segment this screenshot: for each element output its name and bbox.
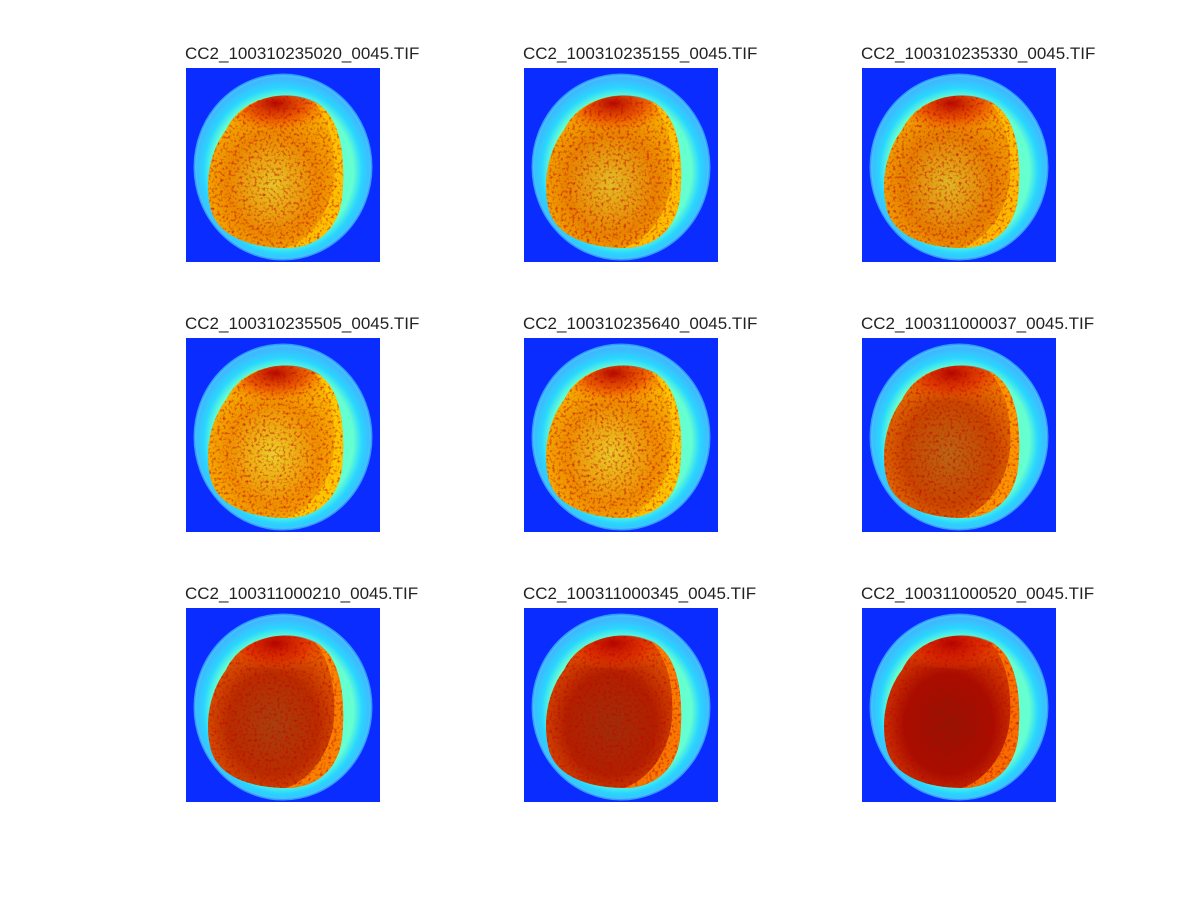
panel-title: CC2_100310235640_0045.TIF	[523, 314, 758, 333]
droplet-svg	[524, 608, 718, 802]
colormap-image	[862, 68, 1056, 262]
panel-title: CC2_100311000210_0045.TIF	[185, 584, 419, 603]
droplet-svg	[524, 68, 718, 262]
droplet-svg	[862, 608, 1056, 802]
colormap-image	[862, 608, 1056, 802]
panel-title: CC2_100310235020_0045.TIF	[185, 44, 420, 63]
droplet-svg	[862, 338, 1056, 532]
colormap-image	[524, 338, 718, 532]
droplet-svg	[186, 68, 380, 262]
panel-title: CC2_100311000520_0045.TIF	[861, 584, 1095, 603]
colormap-image	[862, 338, 1056, 532]
panel-title: CC2_100311000345_0045.TIF	[523, 584, 757, 603]
droplet-svg	[186, 338, 380, 532]
panel-title: CC2_100310235505_0045.TIF	[185, 314, 420, 333]
colormap-image	[186, 68, 380, 262]
colormap-image	[524, 608, 718, 802]
panel-title: CC2_100310235155_0045.TIF	[523, 44, 758, 63]
colormap-image	[186, 338, 380, 532]
droplet-svg	[186, 608, 380, 802]
droplet-svg	[524, 338, 718, 532]
colormap-image	[524, 68, 718, 262]
colormap-image	[186, 608, 380, 802]
panel-title: CC2_100310235330_0045.TIF	[861, 44, 1096, 63]
droplet-svg	[862, 68, 1056, 262]
panel-title: CC2_100311000037_0045.TIF	[861, 314, 1095, 333]
